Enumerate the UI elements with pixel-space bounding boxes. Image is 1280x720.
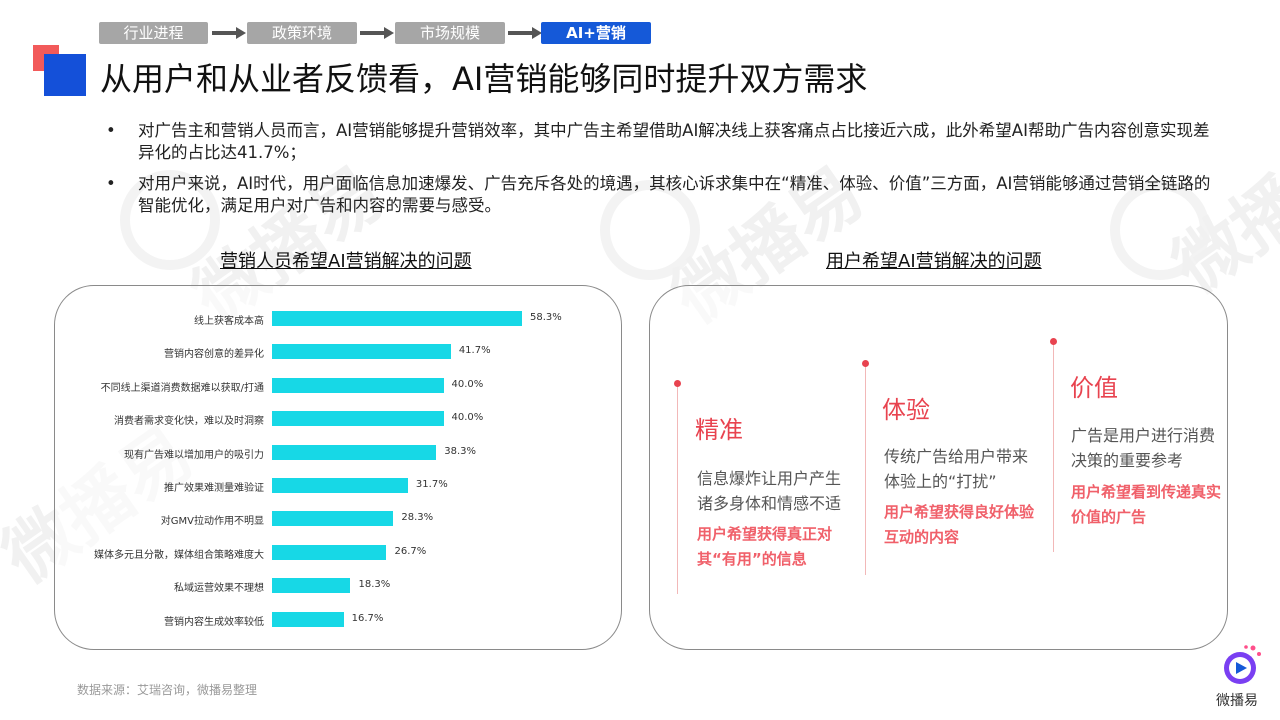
arrow-icon	[360, 27, 394, 39]
title-decoration-blue	[44, 54, 86, 96]
watermark-logo	[600, 180, 700, 280]
need-desc-precise: 信息爆炸让用户产生诸多身体和情感不适	[697, 469, 842, 513]
brand-logo-icon	[1224, 645, 1261, 684]
bar-value-label: 41.7%	[458, 345, 491, 357]
bar-value-label: 40.0%	[451, 412, 484, 424]
bar-value-label: 26.7%	[394, 545, 427, 557]
arrow-icon	[508, 27, 542, 39]
bullet-text: 对广告主和营销人员而言，AI营销能够提升营销效率，其中广告主希望借助AI解决线上…	[138, 121, 1210, 162]
divider-dot	[674, 380, 681, 387]
bar-category-label: 消费者需求变化快，难以及时洞察	[114, 416, 264, 428]
step-industry[interactable]: 行业进程	[99, 22, 208, 44]
bar-category-label: 线上获客成本高	[194, 316, 264, 327]
page-title: 从用户和从业者反馈看，AI营销能够同时提升双方需求	[100, 60, 868, 98]
bar-category-label: 营销内容创意的差异化	[164, 349, 264, 361]
bar-category-label: 现有广告难以增加用户的吸引力	[124, 449, 264, 461]
data-source: 数据来源：艾瑞咨询，微播易整理	[77, 683, 258, 697]
divider-dot	[1050, 338, 1057, 345]
bar-value-label: 40.0%	[451, 378, 484, 390]
need-highlight-experience: 用户希望获得良好体验互动的内容	[884, 503, 1035, 546]
bar	[272, 377, 444, 393]
arrow-icon	[212, 27, 246, 39]
need-desc-value: 广告是用户进行消费决策的重要参考	[1071, 426, 1216, 470]
bar-value-label: 16.7%	[351, 612, 384, 624]
bar	[272, 411, 444, 427]
bar-value-label: 58.3%	[530, 312, 562, 323]
bar-category-label: 私域运营效果不理想	[174, 583, 264, 595]
bar-category-label: 营销内容生成效率较低	[164, 616, 264, 628]
divider-line	[1053, 342, 1054, 552]
bar	[272, 478, 408, 493]
divider-line	[677, 384, 678, 594]
bar	[272, 444, 437, 460]
chart-panel	[54, 285, 622, 650]
brand-name: 微播易	[1216, 693, 1258, 709]
bar-value-label: 28.3%	[401, 512, 434, 524]
divider-line	[865, 365, 866, 575]
step-policy[interactable]: 政策环境	[247, 22, 357, 44]
bar	[272, 578, 351, 594]
bar-category-label: 媒体多元且分散，媒体组合策略难度大	[94, 549, 264, 561]
need-title-value: 价值	[1070, 374, 1118, 402]
user-needs-panel	[649, 285, 1228, 650]
watermark-logo	[120, 170, 220, 270]
bar-value-label: 18.3%	[358, 579, 391, 591]
bar	[272, 611, 344, 627]
left-section-title: 营销人员希望AI营销解决的问题	[220, 251, 472, 272]
bar	[272, 311, 522, 326]
bar-value-label: 31.7%	[415, 479, 448, 490]
right-section-title: 用户希望AI营销解决的问题	[826, 251, 1042, 272]
step-market[interactable]: 市场规模	[395, 22, 505, 44]
watermark-logo	[1110, 180, 1210, 280]
step-ai-marketing[interactable]: AI+营销	[541, 22, 651, 44]
need-title-experience: 体验	[882, 396, 930, 424]
bullet-dot: •	[106, 174, 116, 193]
divider-dot	[862, 360, 869, 367]
need-highlight-value: 用户希望看到传递真实价值的广告	[1071, 483, 1222, 526]
bar-category-label: 推广效果难测量难验证	[164, 483, 264, 494]
bar-category-label: 对GMV拉动作用不明显	[160, 516, 264, 528]
bullet-dot: •	[106, 121, 116, 140]
bar	[272, 544, 387, 560]
bar-value-label: 38.3%	[444, 445, 477, 457]
bar	[272, 511, 394, 527]
bullet-text: 对用户来说，AI时代，用户面临信息加速爆发、广告充斥各处的境遇，其核心诉求集中在…	[138, 174, 1211, 215]
bar-category-label: 不同线上渠道消费数据难以获取/打通	[100, 382, 264, 394]
need-title-precise: 精准	[695, 416, 743, 444]
need-desc-experience: 传统广告给用户带来体验上的“打扰”	[884, 447, 1029, 491]
need-highlight-precise: 用户希望获得真正对其“有用”的信息	[697, 525, 833, 568]
bar	[272, 344, 451, 360]
